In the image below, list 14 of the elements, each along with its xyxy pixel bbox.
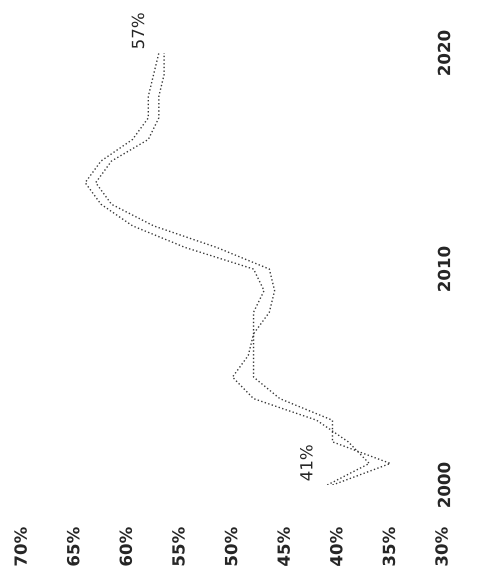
x-tick-label: 65% xyxy=(66,527,80,566)
x-tick-label: 45% xyxy=(277,527,290,566)
annotation: 41% xyxy=(300,445,313,481)
x-tick-label: 30% xyxy=(435,527,448,566)
x-tick-label: 55% xyxy=(172,527,185,566)
x-tick-label: 60% xyxy=(120,527,132,566)
y-tick-label: 2020 xyxy=(438,30,450,75)
annotation: 57% xyxy=(132,13,144,48)
x-tick-label: 70% xyxy=(14,527,27,566)
y-tick-label: 2010 xyxy=(438,246,450,291)
y-tick-label: 2000 xyxy=(438,462,450,507)
x-tick-label: 50% xyxy=(224,527,238,566)
x-tick-label: 35% xyxy=(382,527,396,566)
x-tick-label: 40% xyxy=(330,527,343,566)
